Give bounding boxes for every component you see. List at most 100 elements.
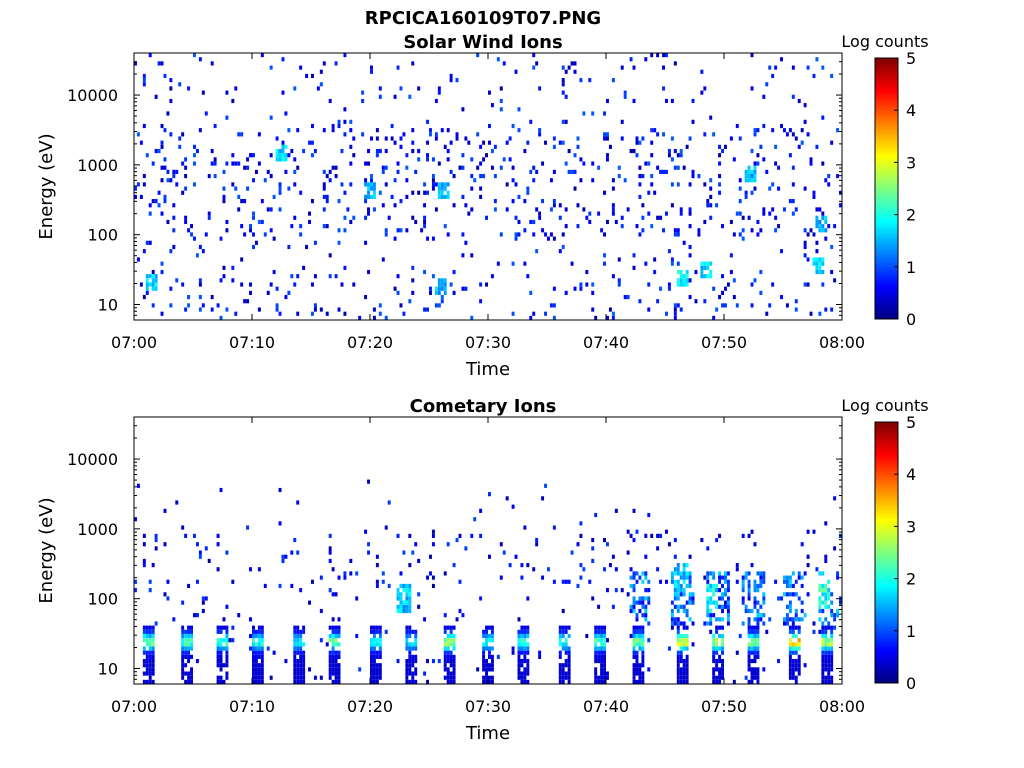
spectrogram-cell <box>411 629 415 634</box>
spectrogram-cell <box>600 633 604 639</box>
spectrogram-cell <box>818 608 822 614</box>
colorbar-segment <box>875 455 898 459</box>
spectrogram-cell <box>794 307 798 312</box>
spectrogram-cell <box>393 140 397 145</box>
spectrogram-cell <box>169 98 173 104</box>
spectrogram-cell <box>281 157 285 162</box>
colorbar-segment <box>875 285 898 289</box>
spectrogram-cell <box>136 182 140 187</box>
colorbar-segment <box>875 316 898 320</box>
spectrogram-cell <box>715 646 719 651</box>
spectrogram-cell <box>399 592 403 597</box>
colorbar-segment <box>875 680 898 684</box>
spectrogram-cell <box>372 654 376 659</box>
colorbar-segment <box>875 112 898 116</box>
spectrogram-cell <box>231 153 235 158</box>
spectrogram-cell <box>797 638 801 643</box>
spectrogram-cell <box>673 554 677 559</box>
spectrogram-cell <box>499 107 503 112</box>
spectrogram-cell <box>762 600 766 605</box>
colorbar-segment <box>875 225 898 229</box>
spectrogram-cell <box>490 148 494 154</box>
spectrogram-cell <box>405 600 409 605</box>
spectrogram-cell <box>747 658 751 664</box>
spectrogram-cell <box>331 128 335 133</box>
colorbar-segment <box>875 295 898 299</box>
spectrogram-cell <box>190 232 193 237</box>
spectrogram-cell <box>201 249 205 254</box>
spectrogram-cell <box>788 199 792 204</box>
spectrogram-cell <box>603 190 606 195</box>
spectrogram-cell <box>662 169 665 174</box>
spectrogram-cell <box>532 219 536 225</box>
x-axis-label: Time <box>465 723 510 744</box>
colorbar-segment <box>875 251 898 255</box>
spectrogram-cell <box>252 215 255 220</box>
spectrogram-cell <box>378 633 382 639</box>
spectrogram-cell <box>414 169 418 174</box>
spectrogram-cell <box>827 646 831 651</box>
spectrogram-cell <box>732 157 736 162</box>
spectrogram-cell <box>676 638 680 643</box>
spectrogram-cell <box>821 115 825 120</box>
spectrogram-cell <box>417 190 421 195</box>
spectrogram-cell <box>747 617 751 622</box>
spectrogram-cell <box>154 94 158 99</box>
spectrogram-cell <box>603 132 606 137</box>
spectrogram-cell <box>718 533 722 538</box>
spectrogram-cell <box>151 274 155 279</box>
spectrogram-cell <box>190 625 193 630</box>
colorbar-segment <box>875 97 898 101</box>
spectrogram-cell <box>370 663 373 668</box>
spectrogram-cell <box>254 679 258 684</box>
spectrogram-cell <box>482 633 486 639</box>
spectrogram-cell <box>488 667 491 672</box>
spectrogram-cell <box>673 592 677 597</box>
spectrogram-cell <box>644 571 648 576</box>
spectrogram-cell <box>579 282 583 287</box>
colorbar-label: Log counts <box>841 32 928 51</box>
spectrogram-cell <box>449 625 453 630</box>
spectrogram-cell <box>753 633 757 639</box>
spectrogram-cell <box>266 290 270 295</box>
spectrogram-cell <box>600 671 604 676</box>
colorbar-segment <box>875 261 898 265</box>
spectrogram-cell <box>240 132 244 137</box>
spectrogram-cell <box>567 65 571 70</box>
spectrogram-cell <box>685 600 689 605</box>
x-tick-label: 07:40 <box>583 697 629 716</box>
colorbar-segment <box>875 656 898 660</box>
spectrogram-cell <box>768 617 772 622</box>
spectrogram-cell <box>667 646 671 651</box>
spectrogram-cell <box>440 190 444 195</box>
spectrogram-cell <box>791 629 795 634</box>
spectrogram-cell <box>564 629 568 634</box>
spectrogram-cell <box>582 111 586 116</box>
spectrogram-cell <box>372 633 376 639</box>
spectrogram-cell <box>718 596 722 601</box>
spectrogram-cell <box>824 592 828 597</box>
spectrogram-cell <box>706 265 710 270</box>
spectrogram-cell <box>375 579 379 584</box>
spectrogram-cell <box>724 579 727 584</box>
spectrogram-cell <box>443 182 447 187</box>
spectrogram-cell <box>706 583 710 589</box>
spectrogram-cell <box>797 144 801 149</box>
spectrogram-cell <box>682 165 686 170</box>
spectrogram-cell <box>647 307 651 312</box>
spectrogram-cell <box>830 642 834 647</box>
spectrogram-cell <box>638 671 642 676</box>
spectrogram-cell <box>732 679 736 684</box>
spectrogram-cell <box>499 232 503 237</box>
spectrogram-cell <box>597 638 601 643</box>
spectrogram-cell <box>753 542 757 547</box>
spectrogram-cell <box>721 671 724 676</box>
spectrogram-cell <box>753 186 757 191</box>
spectrogram-cell <box>567 658 571 664</box>
colorbar-segment <box>875 183 898 187</box>
spectrogram-cell <box>488 140 491 145</box>
colorbar-segment <box>875 654 898 658</box>
spectrogram-cell <box>815 144 819 149</box>
spectrogram-cell <box>726 571 730 576</box>
spectrogram-cell <box>517 617 521 622</box>
